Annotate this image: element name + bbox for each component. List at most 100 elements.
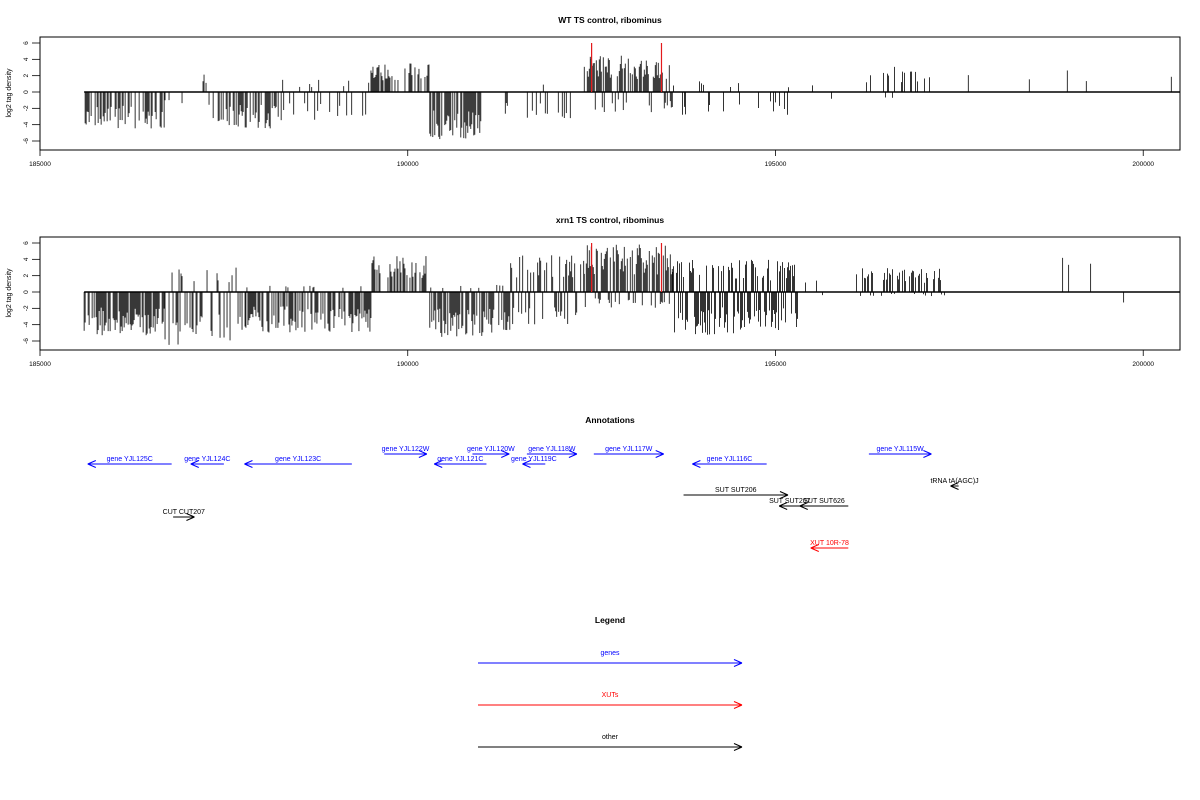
y-tick-label: -4 (23, 121, 30, 127)
annotation-feature: gene YJL121C (434, 456, 487, 468)
feature-list: gene YJL125C gene YJL124C gene YJL123C gene… (87, 446, 979, 552)
y-axis-label: log2 tag density (6, 68, 13, 118)
x-tick-label: 185000 (29, 361, 51, 368)
annotation-feature: gene YJL123C (244, 456, 352, 468)
plot-frame (39, 236, 1181, 351)
feature-arrowhead (190, 463, 199, 468)
x-tick-label: 190000 (397, 161, 419, 168)
y-tick-label: 4 (23, 257, 30, 261)
annotation-feature: tRNA tA(AGC)J (930, 478, 979, 490)
feature-arrowhead (522, 460, 531, 465)
feature-label: SUT SUT206 (715, 487, 757, 494)
feature-label: gene YJL115W (877, 446, 925, 453)
feature-arrowhead (186, 516, 195, 521)
panel-title: WT TS control, ribominus (558, 15, 662, 25)
feature-arrowhead (186, 513, 195, 518)
feature-arrowhead (501, 453, 510, 458)
feature-arrowhead (733, 704, 743, 709)
y-tick-label: 4 (23, 57, 30, 61)
legend-label: XUTs (602, 692, 619, 699)
feature-arrowhead (923, 453, 932, 458)
annotation-feature: gene YJL115W (868, 446, 932, 458)
feature-label: gene YJL122W (382, 446, 430, 453)
feature-arrowhead (692, 460, 701, 465)
feature-arrowhead (244, 463, 253, 468)
feature-arrowhead (244, 460, 253, 465)
annotation-feature: gene YJL116C (692, 456, 767, 468)
feature-label: XUT 10R-78 (810, 540, 849, 547)
feature-arrowhead (692, 463, 701, 468)
feature-arrowhead (655, 450, 664, 455)
coverage-panel-xrn1: xrn1 TS control, ribominus log2 tag dens… (6, 215, 1181, 368)
legend: Legend genes XUTs other (478, 615, 743, 751)
legend-label: genes (600, 650, 620, 657)
annotation-feature: SUT SUT206 (683, 487, 789, 499)
feature-arrowhead (778, 505, 788, 510)
feature-arrowhead (810, 547, 819, 552)
y-tick-label: 2 (23, 273, 30, 277)
feature-label: gene YJL117W (605, 446, 653, 453)
annotation-feature: gene YJL124C (184, 456, 230, 468)
feature-arrowhead (778, 502, 788, 507)
legend-label: other (602, 734, 619, 741)
y-axis: -6 -4 -2 0 2 4 6 (23, 41, 40, 144)
legend-item: XUTs (478, 692, 743, 709)
coverage-bars (83, 244, 1125, 345)
feature-arrowhead (190, 460, 199, 465)
annotation-feature: gene YJL118W (526, 446, 578, 458)
feature-label: gene YJL124C (184, 456, 230, 463)
annotation-feature: XUT 10R-78 (810, 540, 849, 552)
annotation-feature: gene YJL125C (87, 456, 172, 468)
legend-items: genes XUTs other (478, 650, 743, 751)
legend-item: genes (478, 650, 743, 667)
legend-title: Legend (595, 615, 625, 625)
annotation-feature: gene YJL117W (593, 446, 664, 458)
y-tick-label: -4 (23, 321, 30, 327)
y-tick-label: 0 (23, 290, 30, 294)
y-axis: -6 -4 -2 0 2 4 6 (23, 241, 40, 344)
plot-area: -6 -4 -2 0 2 4 6 185000 190000 195000 200000 (23, 36, 1181, 168)
annotation-feature: CUT CUT207 (163, 509, 205, 521)
annotation-feature: gene YJL120W (467, 446, 515, 458)
y-tick-label: 6 (23, 241, 30, 245)
feature-arrowhead (779, 491, 789, 496)
feature-label: gene YJL120W (467, 446, 515, 453)
feature-arrowhead (418, 453, 428, 458)
x-tick-label: 200000 (1132, 161, 1154, 168)
coverage-bars (84, 55, 1172, 140)
y-tick-label: -6 (23, 338, 30, 344)
feature-arrowhead (779, 494, 789, 499)
x-axis: 185000 190000 195000 200000 (29, 350, 1154, 368)
y-tick-label: -2 (23, 305, 30, 311)
feature-label: gene YJL116C (707, 456, 753, 463)
x-tick-label: 190000 (397, 361, 419, 368)
feature-label: gene YJL118W (528, 446, 576, 453)
coverage-panel-wt: WT TS control, ribominus log2 tag densit… (6, 15, 1181, 168)
y-tick-label: -6 (23, 138, 30, 144)
feature-arrowhead (434, 463, 443, 468)
feature-arrowhead (923, 450, 932, 455)
feature-arrowhead (501, 450, 510, 455)
annotations-title: Annotations (585, 415, 635, 425)
feature-label: SUT SUT207 (769, 498, 811, 505)
feature-arrowhead (522, 463, 531, 468)
feature-arrowhead (733, 743, 743, 748)
y-tick-label: 2 (23, 73, 30, 77)
feature-arrowhead (950, 482, 959, 487)
feature-arrowhead (568, 450, 578, 455)
feature-arrowhead (799, 505, 808, 510)
feature-label: SUT SUT626 (803, 498, 845, 505)
feature-label: gene YJL125C (107, 456, 153, 463)
x-tick-label: 195000 (765, 161, 787, 168)
feature-label: gene YJL123C (275, 456, 321, 463)
annotation-feature: gene YJL122W (382, 446, 430, 458)
annotation-feature: gene YJL119C (511, 456, 557, 468)
feature-arrowhead (733, 701, 743, 706)
y-axis-label: log2 tag density (6, 268, 13, 318)
annotation-feature: SUT SUT626 (799, 498, 849, 510)
feature-arrowhead (810, 544, 819, 549)
feature-label: tRNA tA(AGC)J (930, 478, 978, 485)
y-tick-label: 0 (23, 90, 30, 94)
feature-arrowhead (655, 453, 664, 458)
